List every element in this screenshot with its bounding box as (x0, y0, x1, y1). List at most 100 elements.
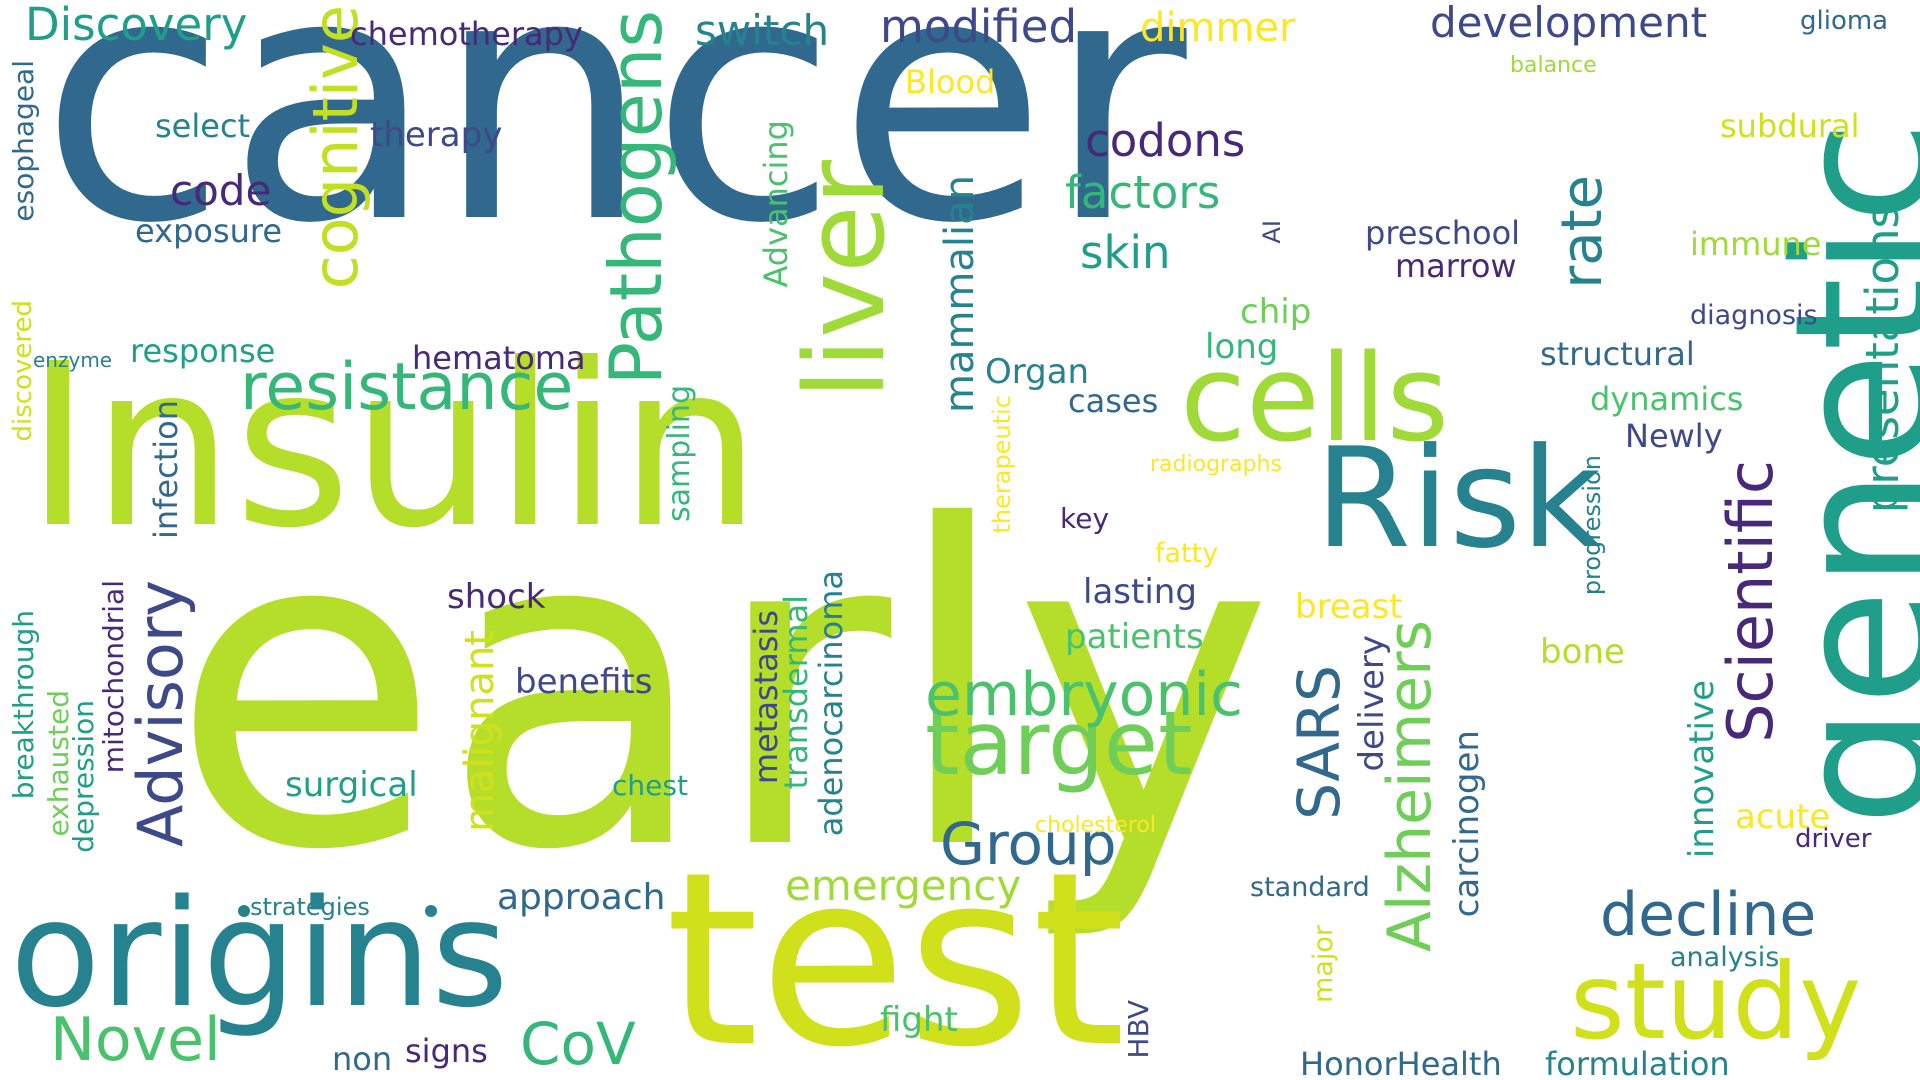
word-fight: fight (880, 1000, 958, 1040)
word-dimmer: dimmer (1140, 5, 1296, 51)
word-codons: codons (1085, 114, 1246, 167)
word-novel: Novel (50, 1005, 221, 1075)
word-diagnosis: diagnosis (1690, 300, 1818, 331)
word-chest: chest (612, 769, 688, 802)
word-risk: Risk (1315, 418, 1602, 579)
word-discovery: Discovery (25, 0, 248, 51)
word-chemotherapy: chemotherapy (350, 15, 583, 53)
word-chip: chip (1240, 292, 1312, 332)
word-switch: switch (695, 6, 830, 55)
word-cells: cells (1180, 330, 1450, 469)
word-mammalian: mammalian (937, 175, 983, 414)
word-glioma: glioma (1800, 6, 1889, 36)
word-breakthrough: breakthrough (7, 610, 40, 800)
word-driver: driver (1795, 824, 1872, 854)
word-adenocarcinoma: adenocarcinoma (812, 570, 850, 837)
word-decline: decline (1600, 880, 1817, 950)
word-bone: bone (1540, 632, 1625, 672)
word-transdermal: transdermal (777, 595, 815, 790)
word-origins: origins (10, 868, 509, 1040)
word-delivery: delivery (1352, 635, 1392, 772)
word-discovered: discovered (8, 300, 38, 442)
word-sampling: sampling (662, 385, 697, 523)
word-shock: shock (447, 577, 546, 617)
word-signs: signs (405, 1032, 488, 1070)
word-rate: rate (1550, 175, 1615, 289)
word-exposure: exposure (135, 212, 283, 250)
word-key: key (1060, 502, 1110, 535)
word-depression: depression (67, 700, 100, 853)
word-resistance: resistance (240, 350, 574, 425)
word-sars: SARS (1285, 665, 1353, 820)
word-non: non (332, 1040, 393, 1078)
word-embryonic: embryonic (925, 660, 1244, 730)
word-structural: structural (1540, 335, 1695, 373)
word-early: early (170, 434, 1274, 946)
word-acute: acute (1735, 797, 1831, 837)
bullet-dot (425, 905, 437, 917)
word-group: Group (940, 810, 1117, 878)
bullet-dot (238, 905, 250, 917)
word-carcinogen: carcinogen (1447, 730, 1487, 918)
word-marrow: marrow (1395, 247, 1517, 285)
word-preschool: preschool (1365, 214, 1521, 252)
word-pathogens: Pathogens (594, 10, 678, 386)
word-standard: standard (1250, 872, 1370, 903)
word-liver: liver (781, 160, 909, 400)
word-blood: Blood (905, 63, 996, 101)
word-modified: modified (880, 0, 1078, 53)
word-surgical: surgical (285, 765, 418, 805)
word-innovative: innovative (1682, 680, 1722, 859)
word-therapy: therapy (370, 115, 503, 155)
word-development: development (1430, 0, 1708, 47)
word-lasting: lasting (1083, 572, 1197, 612)
word-factors: factors (1065, 166, 1221, 219)
word-balance: balance (1510, 53, 1597, 78)
word-study: study (1570, 941, 1862, 1063)
word-cholesterol: cholesterol (1035, 813, 1156, 838)
word-immune: immune (1690, 225, 1822, 263)
word-strategies: strategies (250, 893, 370, 921)
word-emergency: emergency (785, 861, 1022, 910)
word-major: major (1308, 925, 1339, 1003)
word-breast: breast (1295, 587, 1403, 627)
word-mitochondrial: mitochondrial (97, 580, 130, 774)
word-malignant: malignant (457, 630, 503, 832)
word-newly: Newly (1625, 417, 1723, 455)
word-insulin: Insulin (25, 316, 762, 578)
word-advisory: Advisory (124, 580, 197, 848)
word-patients: patients (1065, 617, 1204, 657)
word-infection: infection (147, 400, 185, 540)
word-progression: progression (1578, 455, 1606, 596)
word-benefits: benefits (515, 662, 653, 702)
word-ai: AI (1258, 220, 1286, 244)
word-radiographs: radiographs (1150, 452, 1282, 477)
word-hematoma: hematoma (412, 339, 586, 377)
word-cases: cases (1068, 382, 1159, 420)
word-code: code (170, 166, 272, 215)
word-analysis: analysis (1670, 942, 1780, 973)
word-formulation: formulation (1545, 1045, 1730, 1080)
word-advancing: Advancing (757, 120, 795, 288)
word-approach: approach (497, 877, 666, 918)
word-cov: CoV (520, 1010, 636, 1078)
word-esophageal: esophageal (7, 60, 40, 222)
word-therapeutic: therapeutic (988, 395, 1016, 534)
word-scientific: Scientific (1714, 460, 1787, 743)
word-hbv: HBV (1122, 1000, 1155, 1059)
word-subdural: subdural (1720, 107, 1860, 145)
word-honorhealth: HonorHealth (1300, 1045, 1502, 1080)
word-fatty: fatty (1155, 538, 1219, 569)
word-enzyme: enzyme (33, 348, 113, 372)
word-select: select (155, 107, 251, 145)
word-dynamics: dynamics (1590, 380, 1744, 418)
word-response: response (130, 332, 276, 370)
word-long: long (1205, 327, 1279, 367)
word-target: target (925, 692, 1193, 795)
word-cancer: cancer (40, 0, 1187, 298)
word-test: test (665, 820, 1126, 1080)
word-presentations: presentations (1856, 205, 1909, 514)
word-skin: skin (1080, 226, 1171, 279)
word-organ: Organ (985, 352, 1090, 392)
